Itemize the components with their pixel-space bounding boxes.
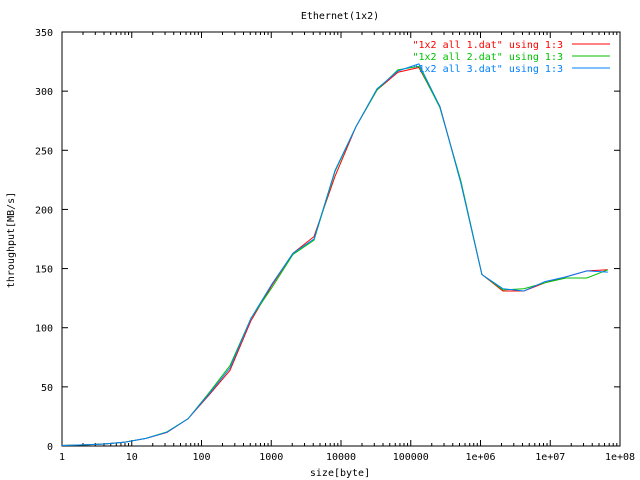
x-tick-label: 100000 xyxy=(393,452,429,463)
y-tick-label: 350 xyxy=(35,28,53,39)
x-tick-label: 1e+06 xyxy=(465,452,495,463)
x-axis-label: size[byte] xyxy=(310,468,370,479)
y-axis-label: throughput[MB/s] xyxy=(6,192,17,288)
series-line-1 xyxy=(61,66,608,446)
y-tick-label: 50 xyxy=(41,383,53,394)
legend-label-2: "1x2 all 2.dat" using 1:3 xyxy=(412,52,563,63)
chart-title: Ethernet(1x2) xyxy=(301,11,379,22)
y-tick-label: 300 xyxy=(35,87,53,98)
series-lines xyxy=(61,63,609,446)
legend: "1x2 all 1.dat" using 1:3"1x2 all 2.dat"… xyxy=(412,40,610,75)
y-tick-label: 150 xyxy=(35,265,53,276)
y-tick-label: 250 xyxy=(35,146,53,157)
plot-frame xyxy=(61,31,621,447)
x-tick-label: 10000 xyxy=(326,452,356,463)
x-tick-label: 1e+08 xyxy=(605,452,635,463)
series-line-2 xyxy=(61,65,609,446)
y-tick-label: 100 xyxy=(35,324,53,335)
y-tick-label: 200 xyxy=(35,205,53,216)
axis-ticks: 1 10 100 1000 10000 100000 1e+06 1e+07 1e+08 0 50 1… xyxy=(35,28,635,463)
series-line-3 xyxy=(61,63,608,446)
y-tick-label: 0 xyxy=(47,442,53,453)
x-tick-label: 10 xyxy=(126,452,138,463)
legend-label-1: "1x2 all 1.dat" using 1:3 xyxy=(412,40,563,51)
x-tick-label: 1 xyxy=(59,452,65,463)
legend-label-3: "1x2 all 3.dat" using 1:3 xyxy=(412,64,563,75)
x-tick-label: 1000 xyxy=(259,452,283,463)
x-tick-label: 100 xyxy=(192,452,210,463)
x-tick-label: 1e+07 xyxy=(535,452,565,463)
